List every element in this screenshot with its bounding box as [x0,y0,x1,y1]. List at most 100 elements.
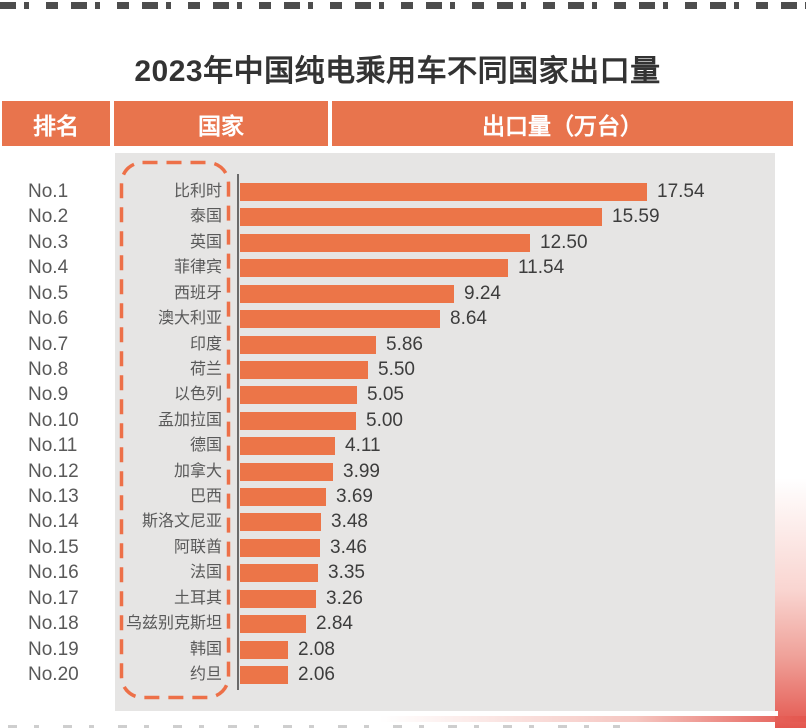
country-label: 韩国 [189,640,222,658]
bar [240,360,368,379]
bar [240,411,356,430]
rank-label: No.19 [28,638,79,660]
chart-row: No.16 法国 3.35 [0,560,806,586]
rank-label: No.11 [28,435,78,457]
value-label: 11.54 [518,257,565,279]
country-label: 德国 [189,437,222,455]
bar [240,208,602,227]
value-label: 3.48 [331,511,368,533]
country-label: 英国 [189,233,222,251]
rank-label: No.20 [28,663,79,685]
country-label: 斯洛文尼亚 [141,513,222,531]
bar [240,615,306,634]
country-label: 阿联酋 [173,538,222,556]
chart-row: No.17 土耳其 3.26 [0,586,806,612]
country-label: 巴西 [189,488,222,506]
bar [240,538,320,557]
country-label: 泰国 [189,208,222,226]
bar [240,310,440,329]
value-label: 3.99 [343,460,380,482]
header-country-label: 国家 [198,112,244,139]
bar [240,259,508,278]
country-label: 土耳其 [173,589,222,607]
rank-label: No.15 [28,536,79,558]
rank-label: No.12 [28,460,79,482]
value-label: 17.54 [657,181,705,202]
bar [240,386,357,405]
chart-row: No.15 阿联酋 3.46 [0,535,806,561]
bar [240,284,454,303]
value-label: 2.06 [298,663,335,685]
chart-row: No.1 比利时 17.54 [0,179,806,205]
chart-row: No.8 荷兰 5.50 [0,357,806,383]
value-label: 5.50 [378,358,415,380]
clipped-text-bottom [8,725,620,728]
header-export-label: 出口量（万台） [482,112,643,139]
rank-label: No.10 [28,409,79,431]
country-label: 约旦 [189,665,222,683]
value-label: 2.08 [298,638,335,660]
value-label: 3.46 [330,536,367,558]
bar [240,488,326,507]
chart-row: No.6 澳大利亚 8.64 [0,306,806,332]
value-label: 9.24 [464,282,501,304]
country-label: 澳大利亚 [157,310,222,328]
rank-label: No.8 [28,358,69,380]
rank-label: No.6 [28,308,69,330]
bar [240,640,288,659]
chart-row: No.3 英国 12.50 [0,230,806,256]
rank-label: No.7 [28,333,69,355]
country-label: 孟加拉国 [157,411,222,429]
country-highlight-dashed-box [119,160,231,700]
chart-row: No.2 泰国 15.59 [0,204,806,230]
value-label: 5.86 [386,333,423,355]
bar [240,513,321,532]
chart-title: 2023年中国纯电乘用车不同国家出口量 [134,55,661,88]
chart-row: No.9 以色列 5.05 [0,382,806,408]
value-label: 3.69 [336,486,373,508]
rank-label: No.2 [28,206,69,228]
value-label: 5.05 [367,384,404,406]
bar [240,564,318,583]
rank-label: No.4 [28,257,69,279]
chart-row: No.19 韩国 2.08 [0,637,806,663]
bar [240,233,530,252]
value-label: 2.84 [316,613,353,635]
bar [240,437,335,456]
chart-row: No.4 菲律宾 11.54 [0,255,806,281]
chart-row: No.7 印度 5.86 [0,332,806,358]
header-cell-export: 出口量（万台） [332,101,793,146]
chart-row: No.12 加拿大 3.99 [0,459,806,485]
bar [240,462,333,481]
bar [240,335,376,354]
country-label: 法国 [189,564,222,582]
rank-label: No.5 [28,282,69,304]
country-label: 加拿大 [173,462,222,480]
value-label: 3.35 [328,562,365,584]
bar [240,589,316,608]
header-cell-country: 国家 [114,101,328,146]
rank-label: No.9 [28,384,69,406]
value-label: 4.11 [345,435,381,457]
country-label: 菲律宾 [173,259,222,277]
value-label: 3.26 [326,587,363,609]
clipped-text-top [0,0,806,11]
chart-row: No.5 西班牙 9.24 [0,281,806,307]
rank-label: No.18 [28,613,79,635]
header-cell-rank: 排名 [2,101,110,146]
rank-label: No.16 [28,562,79,584]
corner-gradient-horizontal [380,716,806,722]
header-rank-label: 排名 [33,112,79,139]
value-axis-line [237,174,239,690]
value-label: 8.64 [450,308,487,330]
country-label: 西班牙 [173,284,222,302]
country-label: 比利时 [173,183,222,200]
rank-label: No.17 [28,587,79,609]
rank-label: No.14 [28,511,79,533]
value-label: 5.00 [366,409,403,431]
rank-label: No.3 [28,231,69,253]
country-label: 荷兰 [189,360,222,378]
chart-row: No.13 巴西 3.69 [0,484,806,510]
bar [240,183,647,201]
